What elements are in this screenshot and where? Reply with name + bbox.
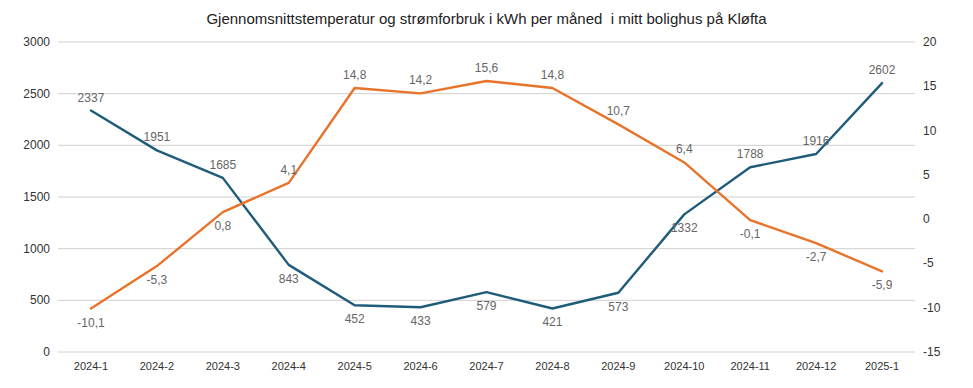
data-label: 14,8 <box>343 68 367 82</box>
y-tick-label: 3000 <box>23 35 50 49</box>
data-label: 15,6 <box>475 61 499 75</box>
x-tick-label: 2024-11 <box>730 360 770 372</box>
x-tick-label: 2024-1 <box>74 360 108 372</box>
x-tick-label: 2024-9 <box>601 360 635 372</box>
grid-line <box>58 352 915 353</box>
data-label: 2602 <box>869 63 896 77</box>
data-label: 1332 <box>671 221 698 235</box>
grid-line <box>58 197 915 198</box>
x-tick-label: 2024-10 <box>664 360 704 372</box>
y2-tick-label: 15 <box>923 79 937 93</box>
grid-line <box>58 248 915 249</box>
y2-tick-label: 10 <box>923 124 937 138</box>
data-label: 14,2 <box>409 73 433 87</box>
x-tick-label: 2024-6 <box>403 360 437 372</box>
series-line <box>91 81 882 309</box>
x-tick-label: 2024-8 <box>535 360 569 372</box>
x-tick-label: 2024-7 <box>469 360 503 372</box>
data-label: 6,4 <box>676 142 693 156</box>
y2-tick-label: -5 <box>923 256 934 270</box>
data-label: 573 <box>608 300 628 314</box>
data-label: 452 <box>345 312 365 326</box>
grid-line <box>58 93 915 94</box>
data-label: 1916 <box>803 134 830 148</box>
y-tick-label: 1000 <box>23 242 50 256</box>
series-line <box>91 83 882 308</box>
data-label: 2337 <box>78 91 105 105</box>
y-tick-label: 2000 <box>23 138 50 152</box>
y2-tick-label: -15 <box>923 345 941 359</box>
x-tick-label: 2024-4 <box>272 360 306 372</box>
chart-container: Gjennomsnittstemperatur og strømforbruk … <box>0 0 973 388</box>
plot-area <box>91 81 882 309</box>
title: Gjennomsnittstemperatur og strømforbruk … <box>206 10 767 27</box>
data-label: -2,7 <box>806 250 827 264</box>
y2-tick-label: -10 <box>923 301 941 315</box>
data-label: -10,1 <box>77 316 105 330</box>
data-label: 10,7 <box>607 104 631 118</box>
y2-tick-label: 20 <box>923 35 937 49</box>
y-tick-label: 0 <box>43 345 50 359</box>
data-labels: 2337 1951 1685 843 452 433 579 421 573 1332 1788 19… <box>77 61 895 330</box>
data-label: 0,8 <box>214 219 231 233</box>
x-tick-label: 2024-2 <box>140 360 174 372</box>
chart: Gjennomsnittstemperatur og strømforbruk … <box>0 0 973 388</box>
x-tick-label: 2025-1 <box>865 360 899 372</box>
y-tick-label: 1500 <box>23 190 50 204</box>
data-label: -5,9 <box>872 278 893 292</box>
data-label: 4,1 <box>280 163 297 177</box>
y-tick-label: 500 <box>30 293 50 307</box>
y-tick-label: 2500 <box>23 87 50 101</box>
data-label: 1951 <box>144 130 171 144</box>
x-tick-label: 2024-3 <box>206 360 240 372</box>
y2-tick-label: 5 <box>923 168 930 182</box>
axes: 0 500 1000 1500 2000 2500 3000 -15 -10 -5 0 5 10 15 20… <box>23 35 940 372</box>
data-label: 1685 <box>209 158 236 172</box>
data-label: -0,1 <box>740 227 761 241</box>
x-tick-label: 2024-5 <box>338 360 372 372</box>
data-label: -5,3 <box>147 273 168 287</box>
grid-line <box>58 42 915 43</box>
data-label: 579 <box>476 299 496 313</box>
data-label: 14,8 <box>541 68 565 82</box>
data-label: 433 <box>411 314 431 328</box>
x-tick-label: 2024-12 <box>796 360 836 372</box>
data-label: 421 <box>542 315 562 329</box>
y2-tick-label: 0 <box>923 212 930 226</box>
data-label: 1788 <box>737 147 764 161</box>
grid-line <box>58 145 915 146</box>
data-label: 843 <box>279 272 299 286</box>
